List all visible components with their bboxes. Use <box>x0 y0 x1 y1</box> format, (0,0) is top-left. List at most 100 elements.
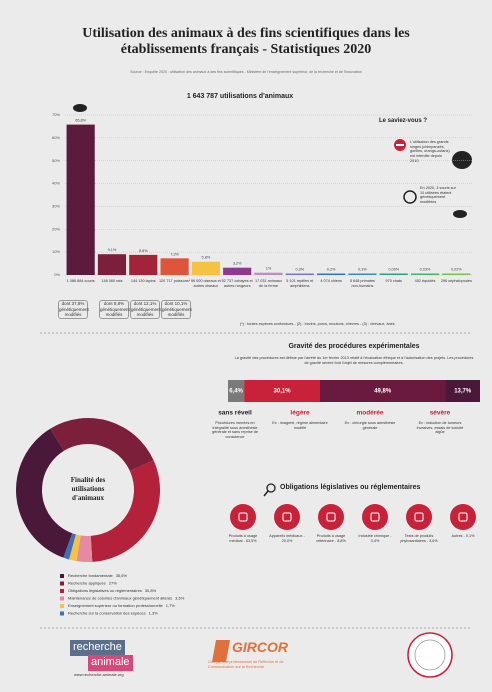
value-label: 30,1% <box>274 389 292 395</box>
value-label: 6,4% <box>229 389 243 395</box>
y-tick-label: 70% <box>52 112 60 117</box>
category-label: 52 737 cobayes et autres rongeurs <box>222 279 253 288</box>
y-tick-label: 10% <box>52 249 60 254</box>
category-label: 17 031 animaux de la ferme <box>253 279 284 288</box>
legend-value: 27% <box>109 581 117 586</box>
obligation-icon <box>450 504 476 530</box>
obligation-icon <box>230 504 256 530</box>
category-label: modérée <box>356 410 383 417</box>
legend-label: Recherche fondamentale35,6% <box>68 573 127 578</box>
legend-swatch <box>60 582 64 586</box>
bar <box>98 254 126 275</box>
bar <box>348 274 376 276</box>
bar <box>223 268 251 275</box>
legend-value: 30,8% <box>145 588 157 593</box>
legend-swatch <box>60 612 64 616</box>
legend-name: Maintenance de colonies d'animaux généti… <box>68 596 172 601</box>
gorilla-icon <box>452 151 472 169</box>
logo-url: www.recherche-animale.org <box>74 672 124 677</box>
value-label: 9,1% <box>108 248 117 252</box>
y-tick-label: 50% <box>52 158 60 163</box>
value-label: 5,8% <box>202 256 211 260</box>
category-label: 120 717 poissons* <box>159 279 190 284</box>
gm-note: dont 10,1% génétiquement modifiés <box>161 300 191 319</box>
legend-name: Obligations législatives ou réglementair… <box>68 588 142 593</box>
legend-value: 35,6% <box>116 573 128 578</box>
value-label: 0,06% <box>388 268 399 272</box>
chart-title: Finalité des utilisations d'animaux <box>58 476 118 502</box>
bar <box>67 125 95 275</box>
bar <box>254 273 282 275</box>
legend-name: Enseignement supérieur ou formation prof… <box>68 603 163 608</box>
category-label: sévère <box>430 410 451 417</box>
value-label: 49,8% <box>374 389 392 395</box>
category-label: 970 chats <box>378 279 409 284</box>
bar <box>317 274 345 276</box>
fact: En 2020, 3 souris sur 10 utilisées étaie… <box>420 186 460 205</box>
gircor-mark <box>212 640 230 662</box>
value-label: 65,8% <box>75 119 86 123</box>
category-label: 452 équidés <box>409 279 440 284</box>
page-title: Utilisation des animaux à des fins scien… <box>40 26 452 58</box>
did-you-know-title: Le saviez-vous ? <box>379 118 479 126</box>
category-label: 96 000 oiseaux et autres oiseaux <box>190 279 221 288</box>
obligations-title: Obligations législatives ou réglementair… <box>280 484 480 493</box>
source: Source : Enquête 2020 : utilisation des … <box>90 70 402 74</box>
obligation-label: Produits à usage vétérinaire - 8,8% <box>311 534 351 543</box>
legend-name: Recherche sur la conservation des espèce… <box>68 611 146 616</box>
bar <box>192 262 220 275</box>
value-label: 8,8% <box>139 249 148 253</box>
y-tick-label: 0% <box>54 272 60 277</box>
gm-note: dont 12,1% génétiquement modifiés <box>130 300 160 319</box>
magnifier-icon <box>267 484 275 492</box>
footnote: (*) : toutes espèces confondues - (2) : … <box>240 322 480 327</box>
bar <box>160 258 188 275</box>
description: Ex : induction de tumeurs invasives, ess… <box>412 421 468 435</box>
obligation-label: Appareils médicaux - 20,0% <box>267 534 307 543</box>
gm-note: dont 37,8% génétiquement modifiés <box>58 300 88 319</box>
mouse-icon <box>73 104 87 112</box>
category-label: 4 074 chiens <box>315 279 346 284</box>
bar <box>380 274 408 276</box>
value-label: 7,3% <box>170 252 179 256</box>
donut-slice <box>50 418 153 471</box>
legend-label: Enseignement supérieur ou formation prof… <box>68 603 175 608</box>
legend-name: Recherche fondamentale <box>68 573 113 578</box>
y-tick-label: 20% <box>52 226 60 231</box>
magnifier-icon <box>404 191 416 203</box>
legend-value: 3,5% <box>175 596 185 601</box>
description: Ex : imagerie, régime alimentaire modifi… <box>272 421 328 430</box>
magnifier-icon <box>264 491 268 496</box>
bar <box>442 274 470 276</box>
category-label: 5 101 reptiles et amphibiens <box>284 279 315 288</box>
category-label: 296 céphalopodes <box>441 279 472 284</box>
legend-value: 1,7% <box>166 603 176 608</box>
chart-subtitle: La gravité des procédures est définie pa… <box>232 356 476 365</box>
legend-swatch <box>60 589 64 593</box>
chart-title: 1 643 787 utilisations d'animaux <box>140 93 340 102</box>
category-label: sans réveil <box>218 410 252 417</box>
legend-swatch <box>60 604 64 608</box>
chart-title: Gravité des procédures expérimentales <box>228 343 480 352</box>
value-label: 0,03% <box>420 268 431 272</box>
obligation-icon <box>318 504 344 530</box>
obligation-icon <box>406 504 432 530</box>
logo-text: recherche <box>70 640 125 656</box>
category-label: 144 130 lapins <box>128 279 159 284</box>
category-label: 148 060 rats <box>96 279 127 284</box>
gm-note: dont 8,8% génétiquement modifiés <box>99 300 129 319</box>
value-label: 0,3% <box>295 268 304 272</box>
y-tick-label: 40% <box>52 181 60 186</box>
category-label: 1 088 884 souris <box>65 279 96 284</box>
description: Procédures menées en intégralité sous an… <box>207 421 263 440</box>
legend-swatch <box>60 597 64 601</box>
obligation-label: Industrie chimique - 3,4% <box>355 534 395 543</box>
legend-label: Recherche sur la conservation des espèce… <box>68 611 158 616</box>
description: Ex : chirurgie sous anesthésie générale <box>342 421 398 430</box>
bar <box>286 274 314 276</box>
y-tick-label: 30% <box>52 203 60 208</box>
obligation-label: Produits à usage médical - 63,5% <box>223 534 263 543</box>
forbidden-icon <box>396 144 404 146</box>
logo-text: animale <box>88 655 133 671</box>
